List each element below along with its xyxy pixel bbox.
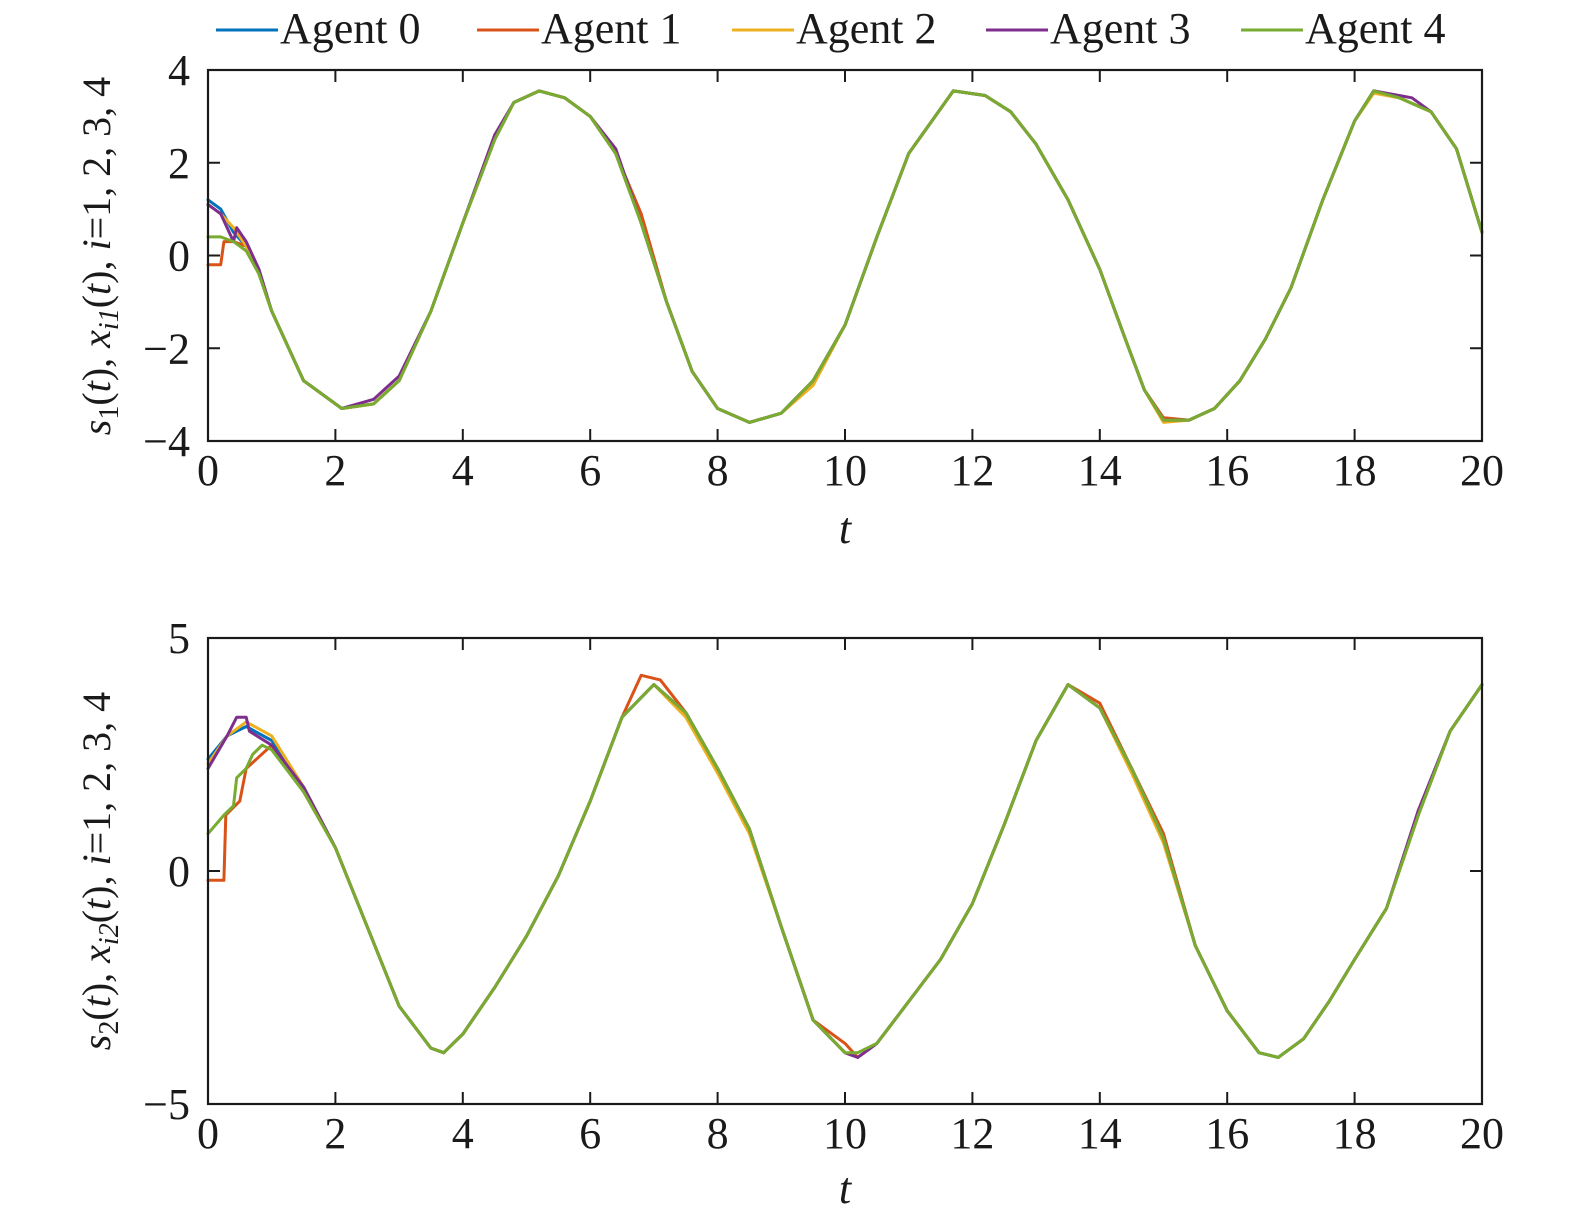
x-tick-label: 6 <box>579 446 601 495</box>
legend-label: Agent 3 <box>1050 4 1191 53</box>
series-line-agent-4 <box>206 683 1484 1059</box>
legend-label: Agent 0 <box>280 4 421 53</box>
x-tick-label: 2 <box>324 1109 346 1158</box>
plot-frame <box>206 636 1484 1106</box>
x-tick-label: 12 <box>950 1109 994 1158</box>
x-tick-label: 18 <box>1333 446 1377 495</box>
legend-entry-agent-3: Agent 3 <box>986 4 1191 53</box>
y-tick-label: 0 <box>168 847 190 896</box>
x-tick-label: 8 <box>707 446 729 495</box>
x-tick-label: 14 <box>1078 446 1122 495</box>
x-tick-label: 6 <box>579 1109 601 1158</box>
series-line-agent-1 <box>206 89 1484 424</box>
legend-label: Agent 4 <box>1305 4 1446 53</box>
legend-entry-agent-0: Agent 0 <box>216 4 421 53</box>
y-tick-label: 0 <box>168 232 190 281</box>
plot-frame <box>206 68 1484 443</box>
legend-label: Agent 2 <box>796 4 937 53</box>
top-y-axis-label: s1(t), xi1(t), i=1, 2, 3, 4 <box>74 77 125 435</box>
x-tick-label: 4 <box>452 1109 474 1158</box>
legend-entry-agent-2: Agent 2 <box>732 4 937 53</box>
series-line-agent-2 <box>206 89 1484 424</box>
x-tick-label: 10 <box>823 1109 867 1158</box>
y-tick-label: 4 <box>168 46 190 95</box>
bottom-y-axis-label: s2(t), xi2(t), i=1, 2, 3, 4 <box>74 692 125 1050</box>
legend-entry-agent-4: Agent 4 <box>1241 4 1446 53</box>
y-tick-label: −2 <box>143 324 190 373</box>
legend: Agent 0 Agent 1 Agent 2 Agent 3 Agent 4 <box>216 4 1446 53</box>
x-tick-label: 18 <box>1333 1109 1377 1158</box>
series-line-agent-3 <box>206 89 1484 424</box>
x-tick-label: 4 <box>452 446 474 495</box>
x-tick-label: 0 <box>197 446 219 495</box>
x-tick-label: 16 <box>1205 446 1249 495</box>
y-tick-label: −5 <box>143 1080 190 1129</box>
x-tick-label: 8 <box>707 1109 729 1158</box>
x-tick-label: 0 <box>197 1109 219 1158</box>
series-line-agent-1 <box>206 673 1484 1059</box>
y-tick-label: −4 <box>143 417 190 466</box>
top-x-axis-label: t <box>839 504 853 553</box>
bottom-plot-panel: s2(t), xi2(t), i=1, 2, 3, 4 t 0 2 4 6 8 10 12 1… <box>74 614 1504 1213</box>
x-tick-label: 12 <box>950 446 994 495</box>
series-line-agent-4 <box>206 89 1484 424</box>
x-tick-label: 16 <box>1205 1109 1249 1158</box>
y-tick-label: 5 <box>168 614 190 663</box>
series-line-agent-3 <box>206 683 1484 1059</box>
x-tick-label: 14 <box>1078 1109 1122 1158</box>
x-tick-label: 10 <box>823 446 867 495</box>
series-line-agent-0 <box>206 683 1484 1059</box>
bottom-x-axis-label: t <box>839 1164 853 1213</box>
series-line-agent-0 <box>206 89 1484 424</box>
y-tick-label: 2 <box>168 139 190 188</box>
series-line-agent-2 <box>206 683 1484 1059</box>
x-tick-label: 2 <box>324 446 346 495</box>
legend-label: Agent 1 <box>541 4 682 53</box>
x-tick-label: 20 <box>1460 446 1504 495</box>
x-tick-label: 20 <box>1460 1109 1504 1158</box>
top-plot-panel: s1(t), xi1(t), i=1, 2, 3, 4 t 0 2 4 6 8 10 12 1… <box>74 46 1504 553</box>
legend-entry-agent-1: Agent 1 <box>477 4 682 53</box>
